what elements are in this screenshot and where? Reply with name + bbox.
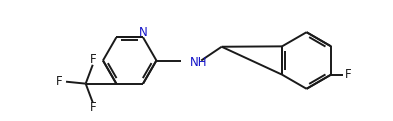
Text: F: F bbox=[90, 53, 96, 66]
Text: F: F bbox=[345, 68, 352, 81]
Text: NH: NH bbox=[189, 56, 207, 69]
Text: F: F bbox=[90, 101, 96, 114]
Text: F: F bbox=[56, 75, 62, 88]
Text: N: N bbox=[139, 26, 147, 39]
